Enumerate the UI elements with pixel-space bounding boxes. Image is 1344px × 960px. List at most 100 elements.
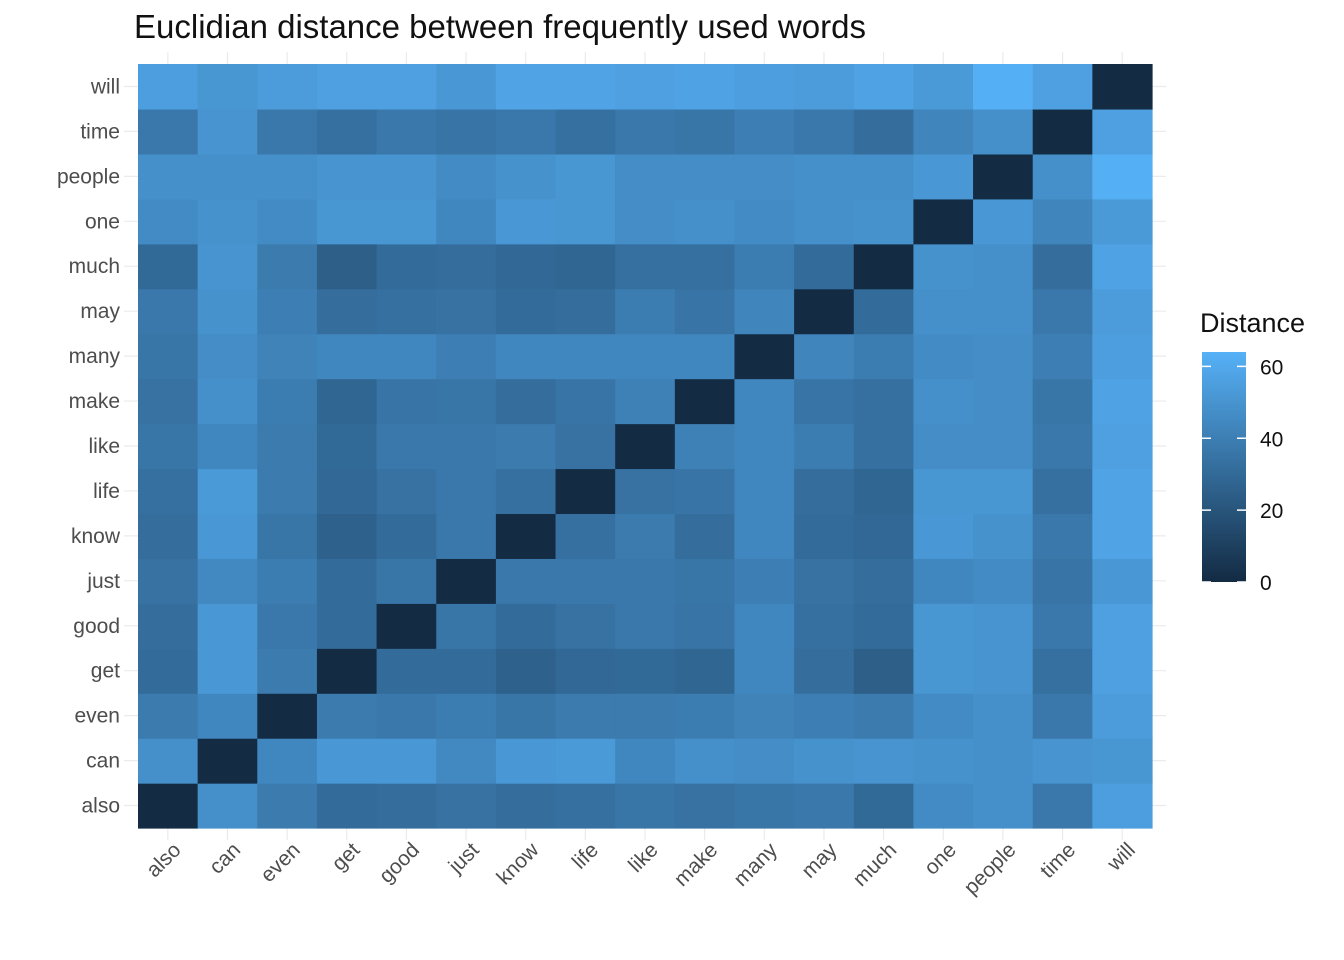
heatmap-cell-can-just [197,558,258,604]
y-tick-label-much: much [69,255,120,278]
heatmap-cell-one-life [913,468,974,515]
x-tick-label-even: even [256,838,304,886]
heatmap-cell-life-may [555,288,616,335]
heatmap-cell-much-good [853,603,915,649]
heatmap-cell-can-many [197,333,258,380]
heatmap-cell-make-make [674,378,736,425]
heatmap-cell-time-life [1032,468,1093,515]
heatmap-cell-can-one [197,198,258,245]
heatmap-cell-many-even [734,693,795,739]
heatmap-cell-good-many [376,333,437,380]
y-axis-ticks: also can even get good just know life like make ma… [57,75,121,817]
heatmap-cell-much-can [853,738,915,784]
y-tick-label-know: know [71,525,121,548]
y-tick-label-can: can [86,750,120,773]
heatmap-cell-get-may [316,288,378,335]
heatmap-cell-time-many [1032,333,1093,380]
heatmap-cell-may-even [794,693,855,739]
heatmap-cell-good-also [376,783,437,829]
y-tick-label-may: may [80,300,120,323]
heatmap-cell-people-even [973,693,1034,739]
heatmap-cell-life-like [555,423,616,470]
heatmap-cell-just-get [436,648,497,694]
heatmap-cell-much-people [853,153,915,200]
heatmap-cell-one-many [913,333,974,380]
heatmap-cell-one-time [913,108,974,155]
heatmap-cell-will-time [1092,108,1153,155]
heatmap-cell-like-may [615,288,676,335]
heatmap-cell-may-just [794,558,855,604]
heatmap-cell-also-one [138,198,199,245]
heatmap-cell-like-also [615,783,676,829]
heatmap-cell-may-one [794,198,855,245]
heatmap-cell-good-like [376,423,437,470]
heatmap-cell-time-time [1032,108,1093,155]
heatmap-cell-also-like [138,423,199,470]
heatmap-cell-even-time [257,108,318,155]
y-tick-label-many: many [69,345,121,368]
heatmap-cell-can-get [197,648,258,694]
heatmap-cell-make-much [674,243,736,290]
heatmap-cell-like-one [615,198,676,245]
legend-tick-label: 20 [1260,500,1283,523]
heatmap-cell-make-one [674,198,736,245]
x-tick-label-like: like [624,838,663,877]
heatmap-cell-may-life [794,468,855,515]
heatmap-cell-one-one [913,198,974,245]
heatmap-cell-one-much [913,243,974,290]
legend-tick-label: 40 [1260,428,1283,451]
heatmap-cell-people-time [973,108,1034,155]
heatmap-cell-know-can [495,738,557,784]
heatmap-cell-much-just [853,558,915,604]
heatmap-cell-know-will [495,64,557,110]
heatmap-cell-make-life [674,468,736,515]
heatmap-cell-just-one [436,198,497,245]
heatmap-cell-get-make [316,378,378,425]
heatmap-cell-one-may [913,288,974,335]
heatmap-cell-many-one [734,198,795,245]
heatmap-cell-know-time [495,108,557,155]
heatmap-cell-good-can [376,738,437,784]
heatmap-cell-many-people [734,153,795,200]
heatmap-cell-people-get [973,648,1034,694]
heatmap-cell-may-will [794,64,855,110]
legend-tick-label: 0 [1260,572,1272,595]
heatmap-cell-just-even [436,693,497,739]
heatmap-cell-one-make [913,378,974,425]
heatmap-cell-like-know [615,513,676,559]
heatmap-cell-just-like [436,423,497,470]
heatmap-cell-even-will [257,64,318,110]
heatmap-cell-time-good [1032,603,1093,649]
heatmap-cell-good-know [376,513,437,559]
heatmap-cell-like-will [615,64,676,110]
y-tick-label-people: people [57,165,120,188]
heatmap-cell-can-may [197,288,258,335]
heatmap-cell-even-get [257,648,318,694]
heatmap-cell-life-people [555,153,616,200]
heatmap-cell-get-people [316,153,378,200]
heatmap-cell-may-much [794,243,855,290]
heatmap-cell-even-many [257,333,318,380]
heatmap-cell-know-even [495,693,557,739]
heatmap-cell-much-time [853,108,915,155]
heatmap-cell-also-many [138,333,199,380]
heatmap-cell-good-life [376,468,437,515]
heatmap-cell-people-may [973,288,1034,335]
heatmap-cell-will-make [1092,378,1153,425]
heatmap-cell-can-life [197,468,258,515]
heatmap-cell-life-life [555,468,616,515]
heatmap-cell-one-good [913,603,974,649]
heatmap-cell-just-also [436,783,497,829]
heatmap-cell-make-may [674,288,736,335]
heatmap-cell-get-can [316,738,378,784]
y-tick-label-just: just [86,570,120,593]
heatmap-cell-even-good [257,603,318,649]
heatmap-cell-like-can [615,738,676,784]
heatmap-cell-just-time [436,108,497,155]
heatmap-cell-good-may [376,288,437,335]
heatmap-cell-make-time [674,108,736,155]
heatmap-cell-just-just [436,558,497,604]
heatmap-cell-will-one [1092,198,1153,245]
heatmap-cell-know-much [495,243,557,290]
heatmap-cell-much-know [853,513,915,559]
